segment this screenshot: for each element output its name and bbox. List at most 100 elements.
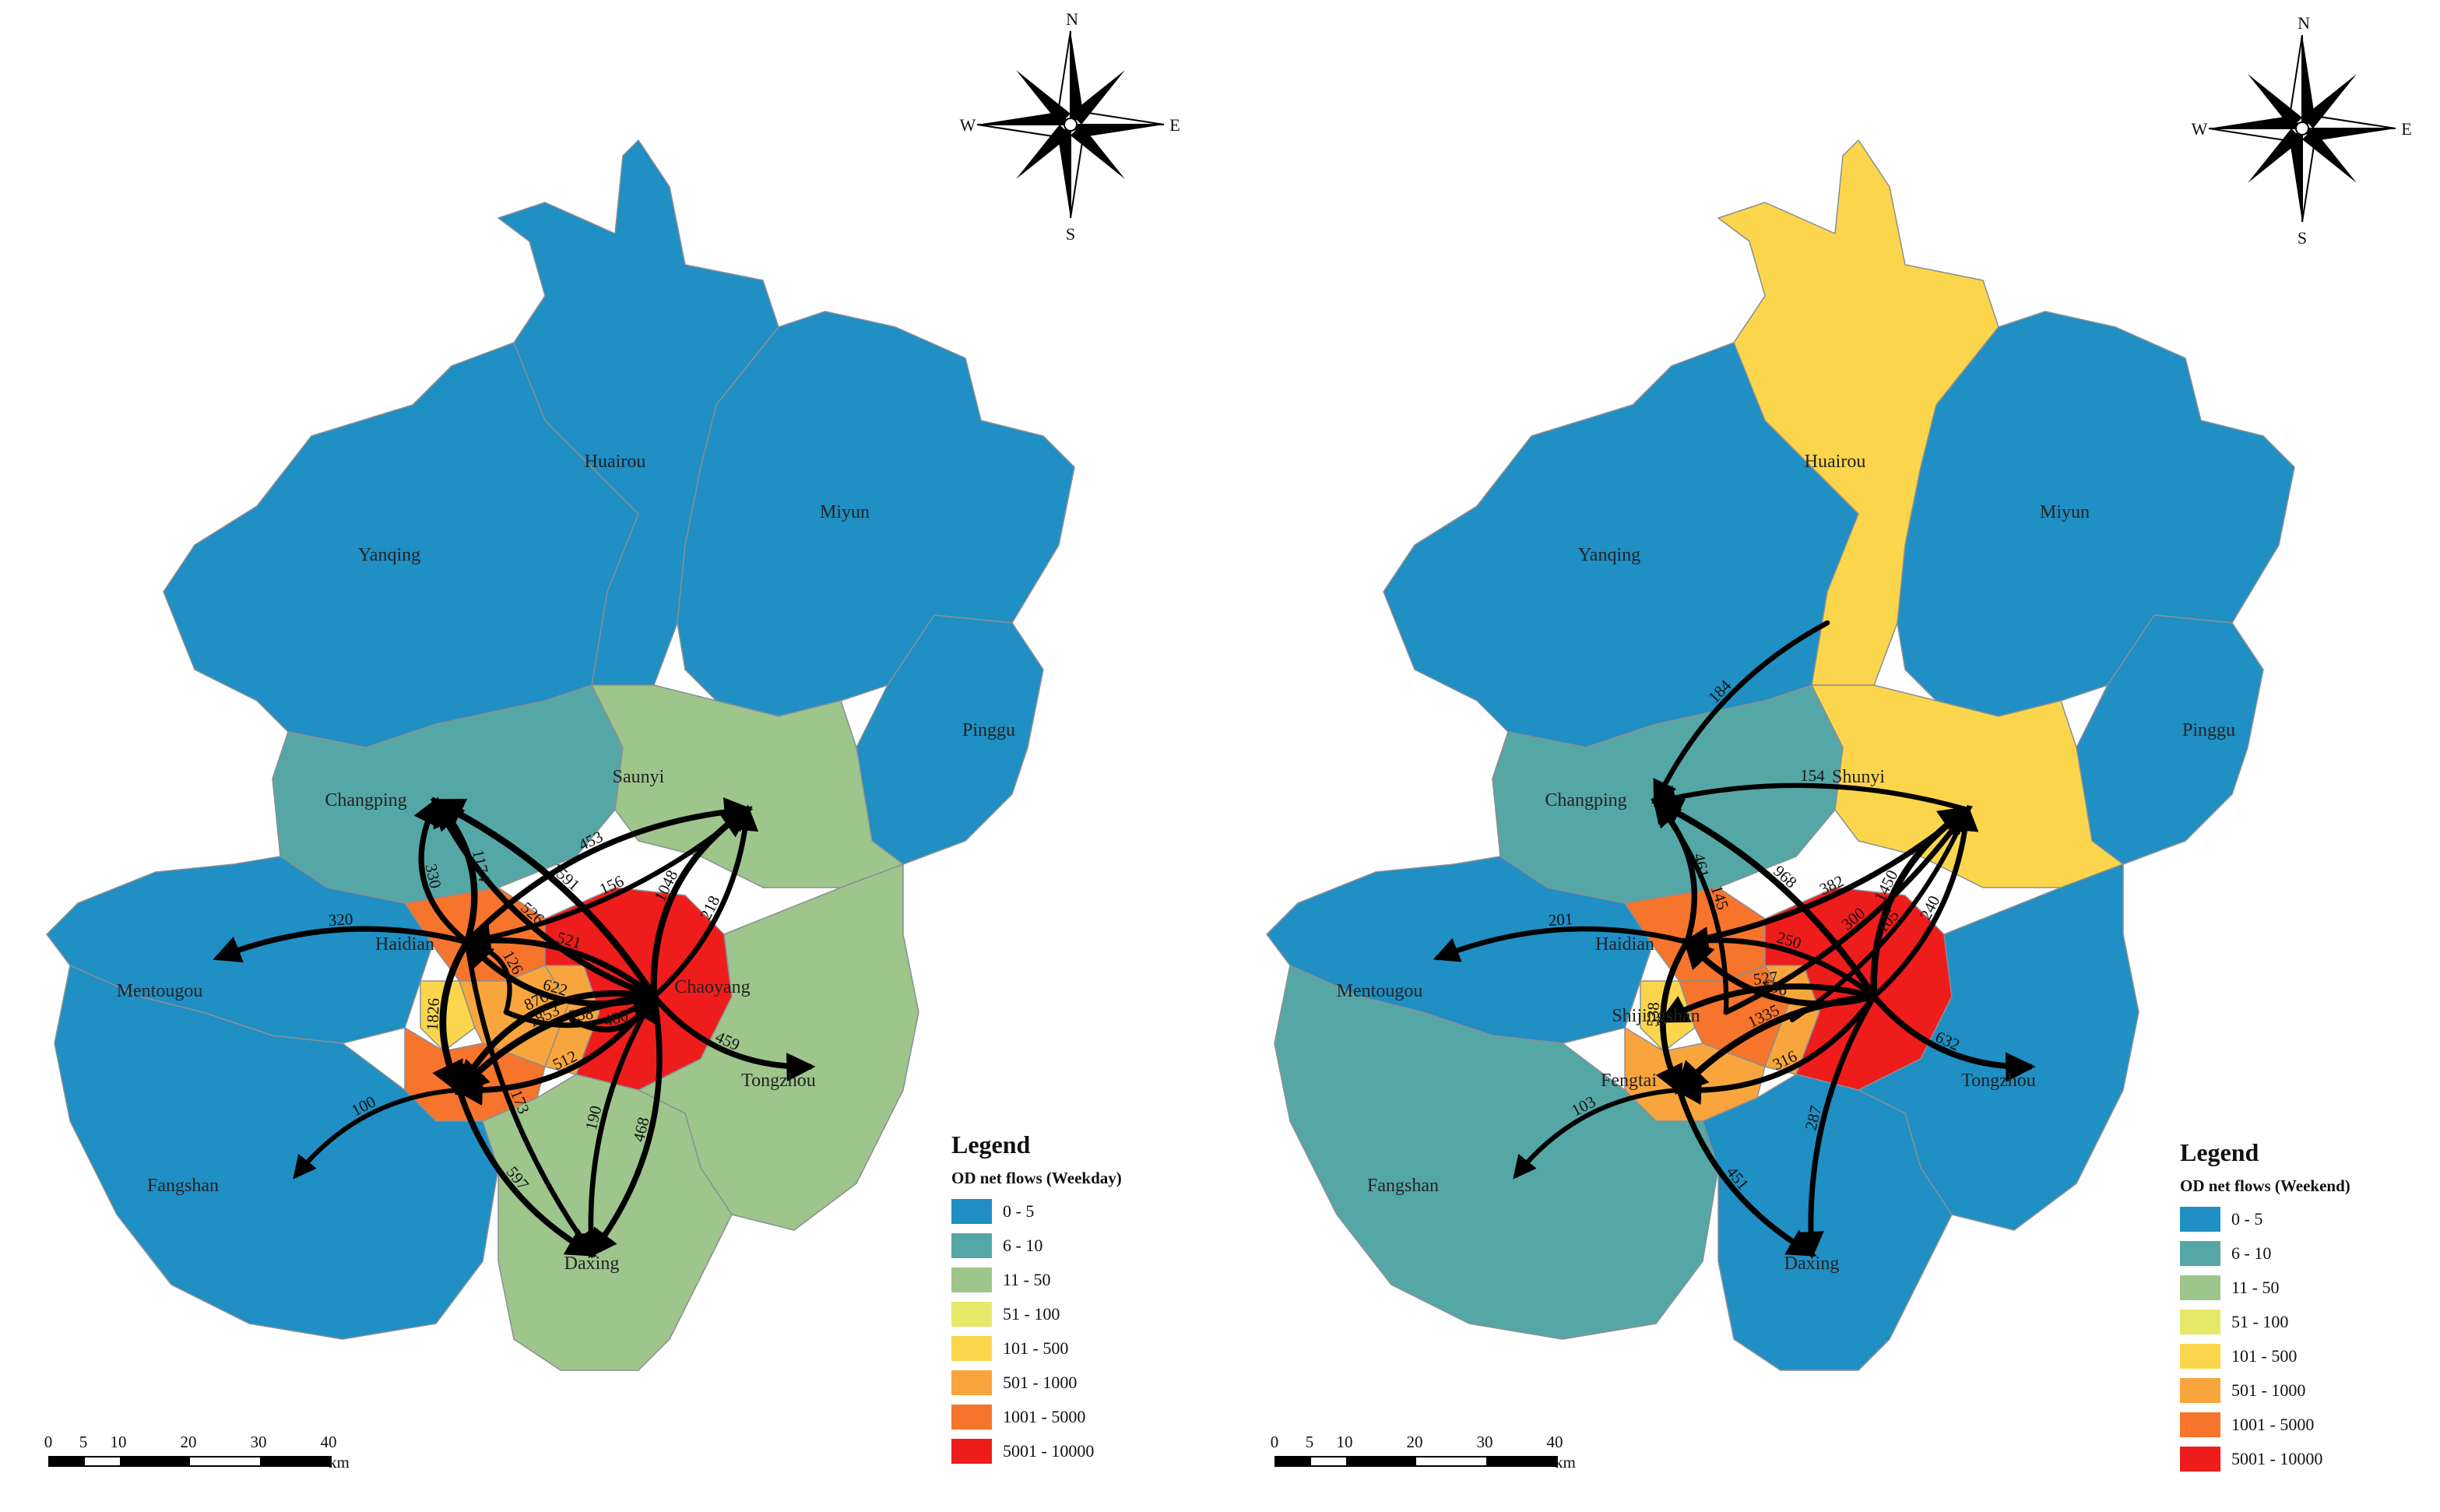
scale-segment [1416, 1457, 1486, 1465]
legend-item: 501 - 1000 [951, 1366, 1122, 1400]
legend-item: 5001 - 10000 [2180, 1442, 2350, 1476]
flow-arrow [1513, 1088, 1682, 1180]
scale-segment [1346, 1457, 1416, 1465]
flow-arrow [1655, 939, 1690, 1095]
flow-arrow [650, 806, 753, 1000]
legend-swatch [951, 1302, 992, 1327]
scale-segment [120, 1457, 190, 1465]
scale-segment [1311, 1457, 1346, 1465]
legend-label: 51 - 100 [2231, 1312, 2289, 1331]
map-weekend: Yanqing Huairou Miyun Pinggu Changping Shunyi… [1266, 13, 2412, 1371]
scale-bar [1274, 1456, 1558, 1467]
district-label-shunyi: Shunyi [1832, 767, 1885, 787]
legend-item: 0 - 5 [951, 1194, 1122, 1229]
legend-weekday: Legend OD net flows (Weekday) 0 - 5 6 - 1… [951, 1130, 1122, 1468]
compass-n-label: N [2298, 13, 2310, 33]
district-label-fangshan: Fangshan [147, 1176, 219, 1196]
legend-label: 101 - 500 [1003, 1338, 1069, 1358]
scale-bar [48, 1456, 332, 1467]
scale-unit: km [329, 1453, 350, 1472]
legend-label: 1001 - 5000 [2231, 1415, 2315, 1434]
flow-arrow [432, 938, 471, 1096]
legend-label: 5001 - 10000 [1003, 1441, 1095, 1461]
flow-arrow [213, 926, 470, 963]
scale-tick-label: 5 [79, 1433, 88, 1451]
legend-item: 51 - 100 [951, 1297, 1122, 1331]
district-label-pinggu: Pinggu [962, 720, 1015, 740]
district-label-huairou: Huairou [585, 452, 646, 472]
flow-arrow [293, 1088, 462, 1180]
flow-arrow [1433, 926, 1690, 962]
flow-value-label: 320 [328, 909, 353, 930]
legend-swatch [2180, 1310, 2220, 1334]
legend-label: 6 - 10 [1003, 1236, 1043, 1255]
legend-rows: 0 - 5 6 - 10 11 - 50 51 - 100 101 - 500 501 -… [951, 1194, 1122, 1468]
district-daxing [1702, 1074, 1953, 1371]
district-label-haidian: Haidian [375, 934, 434, 955]
flow-arrow [430, 798, 658, 1000]
legend-item: 101 - 500 [2180, 1339, 2350, 1373]
legend-label: 501 - 1000 [1003, 1373, 1078, 1392]
scale-segment [85, 1457, 120, 1465]
scale-tick-label: 30 [1476, 1433, 1493, 1451]
legend-swatch [951, 1199, 992, 1224]
scale-tick-label: 0 [44, 1433, 53, 1451]
scale-bar-weekend: 0 5 10 20 30 40 km [1271, 1433, 1586, 1472]
legend-weekend: Legend OD net flows (Weekend) 0 - 5 6 - 1… [2180, 1138, 2350, 1476]
legend-swatch [951, 1336, 992, 1361]
district-label-daxing: Daxing [1784, 1254, 1840, 1274]
legend-label: 51 - 100 [1003, 1304, 1060, 1324]
scale-segment [1486, 1457, 1556, 1465]
legend-title: Legend [2180, 1138, 2259, 1166]
legend-swatch [2180, 1275, 2220, 1300]
legend-item: 6 - 10 [951, 1229, 1122, 1263]
legend-swatch [951, 1405, 992, 1429]
district-label-pinggu: Pinggu [2182, 720, 2235, 740]
flow-value-label: 154 [1800, 766, 1826, 786]
legend-title: Legend [951, 1130, 1031, 1159]
legend-item: 101 - 500 [951, 1331, 1122, 1366]
compass-w-label: W [960, 115, 976, 135]
legend-swatch [2180, 1241, 2220, 1266]
district-label-shunyi: Saunyi [613, 767, 665, 787]
flow-arrow [1675, 993, 1878, 1095]
district-label-mentougou: Mentougou [117, 981, 203, 1001]
flow-arrow [464, 797, 754, 945]
scale-tick-label: 5 [1305, 1433, 1314, 1451]
legend-item: 1001 - 5000 [2180, 1408, 2350, 1442]
legend-item: 11 - 50 [2180, 1271, 2350, 1305]
compass-rose: N S E W [960, 9, 1180, 244]
map-weekday: Yanqing Huairou Miyun Pinggu Changping Saunyi… [46, 9, 1180, 1371]
flow-arrow [1676, 1087, 1817, 1257]
flow-value-label: 201 [1548, 909, 1573, 930]
legend-label: 101 - 500 [2231, 1346, 2298, 1366]
scale-tick-label: 40 [1546, 1433, 1563, 1451]
legend-label: 11 - 50 [2231, 1278, 2280, 1297]
scale-tick-label: 30 [250, 1433, 267, 1451]
legend-item: 5001 - 10000 [951, 1434, 1122, 1468]
district-label-fengtai: Fengtai [1601, 1071, 1657, 1091]
flow-arrow [1650, 798, 1878, 1000]
legend-swatch [2180, 1412, 2220, 1437]
flow-arrow [464, 939, 595, 1258]
scale-unit: km [1555, 1453, 1576, 1472]
flow-arrow [1651, 782, 1971, 813]
district-fangshan [1274, 965, 1719, 1340]
district-label-mentougou: Mentougou [1337, 981, 1423, 1001]
compass-s-label: S [2298, 228, 2307, 248]
scale-bar-weekday: 0 5 10 20 30 40 km [44, 1433, 360, 1472]
district-label-fangshan: Fangshan [1367, 1176, 1439, 1196]
flow-arrow [1796, 993, 1877, 1259]
scale-tick-label: 20 [180, 1433, 197, 1451]
compass-e-label: E [2401, 119, 2411, 139]
flow-value-label: 527 [1753, 968, 1779, 989]
compass-s-label: S [1066, 224, 1075, 244]
flow-value-label: 538 [1643, 1002, 1663, 1028]
district-label-yanqing: Yanqing [358, 545, 420, 565]
scale-segment [260, 1457, 330, 1465]
legend-swatch [951, 1370, 992, 1395]
district-shijingshan [420, 980, 476, 1052]
flow-arrow [1871, 993, 2036, 1082]
scale-ticks: 0 5 10 20 30 40 [1271, 1433, 1586, 1456]
district-label-changping: Changping [1545, 790, 1626, 811]
